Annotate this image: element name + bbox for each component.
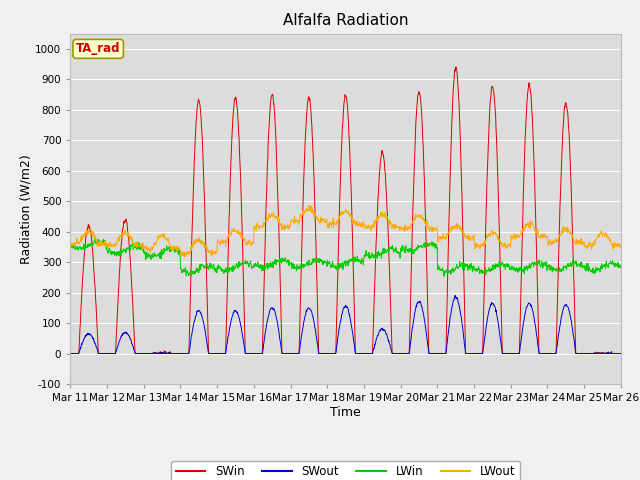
Text: TA_rad: TA_rad — [76, 42, 120, 55]
LWout — [432, 228, 440, 234]
SWin — [431, 351, 439, 357]
LWout — [251, 223, 259, 229]
Legend: SWin, SWout, LWin, LWout: SWin, SWout, LWin, LWout — [171, 461, 520, 480]
SWout — [175, 351, 183, 357]
X-axis label: Time: Time — [330, 406, 361, 419]
LWin — [617, 262, 625, 268]
LWout — [305, 202, 313, 208]
LWin — [251, 264, 259, 269]
LWin — [67, 242, 74, 248]
LWin — [552, 266, 560, 272]
LWin — [440, 274, 448, 279]
SWin — [67, 351, 74, 357]
SWout — [451, 293, 459, 299]
Line: SWin: SWin — [70, 67, 621, 354]
LWout — [175, 245, 183, 251]
SWout — [504, 351, 511, 357]
LWin — [176, 252, 184, 257]
LWout — [181, 254, 189, 260]
LWout — [504, 242, 511, 248]
Line: SWout: SWout — [70, 296, 621, 354]
SWin — [617, 351, 625, 357]
SWin — [250, 351, 258, 357]
SWin — [504, 351, 511, 357]
LWout — [67, 240, 74, 246]
LWout — [552, 238, 560, 243]
SWout — [617, 351, 625, 357]
SWout — [552, 351, 559, 357]
SWout — [67, 351, 74, 357]
SWout — [189, 326, 196, 332]
SWout — [250, 351, 258, 357]
LWin — [431, 245, 439, 251]
LWin — [189, 270, 197, 276]
SWin — [452, 64, 460, 70]
SWin — [189, 204, 196, 210]
LWin — [95, 236, 102, 242]
SWin — [175, 351, 183, 357]
SWout — [431, 351, 439, 357]
Title: Alfalfa Radiation: Alfalfa Radiation — [283, 13, 408, 28]
Line: LWout: LWout — [70, 205, 621, 257]
LWin — [504, 261, 511, 267]
LWout — [189, 241, 197, 247]
Y-axis label: Radiation (W/m2): Radiation (W/m2) — [19, 154, 33, 264]
Line: LWin: LWin — [70, 239, 621, 276]
LWout — [617, 245, 625, 251]
SWin — [552, 351, 559, 357]
